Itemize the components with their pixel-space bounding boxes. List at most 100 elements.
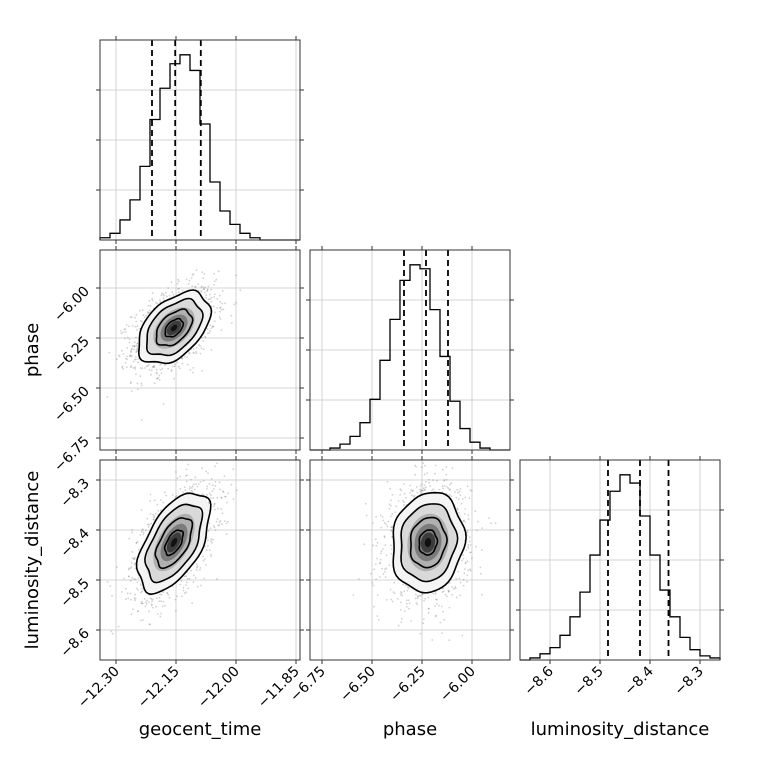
scatter-point (191, 602, 194, 605)
scatter-point (141, 590, 143, 593)
scatter-point (448, 606, 451, 609)
scatter-point (177, 288, 180, 290)
scatter-point (128, 338, 131, 341)
scatter-point (183, 486, 186, 488)
histogram-phase (310, 264, 510, 451)
scatter-point (134, 597, 137, 600)
scatter-point (147, 526, 150, 528)
scatter-point (167, 367, 170, 370)
scatter-point (130, 562, 133, 564)
scatter-point (192, 371, 194, 374)
scatter-point (194, 285, 197, 288)
scatter-point (226, 501, 228, 504)
scatter-point (141, 528, 144, 531)
scatter-point (490, 522, 492, 525)
scatter-point (451, 594, 454, 596)
scatter-point (213, 505, 215, 508)
scatter-point (164, 291, 167, 294)
scatter-point (186, 363, 189, 366)
scatter-point (186, 474, 188, 476)
scatter-point (168, 294, 171, 297)
scatter-point (182, 589, 185, 592)
scatter-point (132, 608, 134, 611)
scatter-point (469, 489, 472, 491)
scatter-point (226, 520, 229, 523)
scatter-point (145, 365, 148, 368)
scatter-point (461, 634, 464, 637)
scatter-point (153, 382, 156, 385)
scatter-point (216, 307, 219, 309)
scatter-point (191, 274, 194, 276)
scatter-point (474, 510, 477, 513)
scatter-point (146, 364, 149, 367)
scatter-point (150, 369, 153, 372)
y-tick-label-phase: −6.75 (51, 434, 93, 476)
scatter-point (141, 419, 143, 421)
scatter-point (432, 479, 434, 481)
scatter-point (391, 525, 394, 528)
scatter-point (162, 600, 165, 603)
scatter-point (133, 348, 135, 351)
scatter-point (210, 288, 213, 291)
scatter-point (399, 593, 402, 596)
scatter-point (124, 328, 127, 330)
scatter-point (220, 496, 223, 499)
scatter-point (148, 610, 150, 613)
scatter-point (184, 355, 186, 358)
scatter-point (174, 598, 177, 601)
scatter-point (196, 585, 199, 588)
scatter-point (465, 455, 467, 457)
scatter-point (393, 581, 396, 584)
scatter-point (185, 278, 188, 281)
scatter-point (142, 531, 145, 534)
scatter-point (385, 523, 387, 526)
scatter-point (168, 596, 171, 599)
scatter-point (208, 331, 211, 334)
histogram-luminosity-distance (520, 474, 721, 661)
scatter-point (428, 481, 430, 484)
scatter-point (195, 483, 198, 486)
scatter-point (120, 591, 123, 593)
scatter-point (130, 598, 132, 601)
scatter-point (122, 331, 124, 334)
scatter-point (207, 472, 209, 474)
y-tick-label-luminosity-distance: −8.5 (57, 576, 92, 611)
scatter-point (448, 589, 450, 592)
scatter-point (138, 309, 141, 312)
contour-line (409, 516, 448, 569)
scatter-point (192, 351, 195, 354)
scatter-point (128, 341, 131, 344)
scatter-point (239, 289, 242, 292)
scatter-point (410, 489, 413, 492)
scatter-point (201, 369, 204, 372)
scatter-point (481, 527, 484, 530)
scatter-point (219, 488, 222, 491)
scatter-point (142, 533, 145, 536)
scatter-point (222, 308, 225, 311)
scatter-point (148, 369, 151, 371)
scatter-point (455, 496, 458, 499)
scatter-point (130, 316, 133, 319)
x-tick-label-luminosity-distance: −8.4 (621, 663, 656, 698)
scatter-point (201, 451, 203, 453)
scatter-point (124, 357, 127, 360)
scatter-point (406, 602, 408, 605)
y-tick-label-phase: −6.50 (51, 384, 93, 426)
scatter-point (436, 598, 438, 601)
scatter-point (384, 568, 386, 570)
scatter-point (179, 583, 182, 586)
scatter-point (400, 601, 402, 604)
scatter-point (176, 361, 179, 364)
scatter-point (162, 501, 165, 504)
scatter-point (469, 544, 472, 546)
scatter-point (122, 353, 125, 355)
scatter-point (117, 354, 120, 357)
scatter-point (389, 487, 392, 490)
scatter-point (450, 482, 453, 485)
scatter-point (145, 603, 148, 605)
scatter-point (147, 304, 150, 307)
scatter-point (135, 350, 138, 352)
scatter-point (192, 273, 195, 275)
scatter-point (130, 355, 133, 358)
contour-line (400, 503, 459, 583)
